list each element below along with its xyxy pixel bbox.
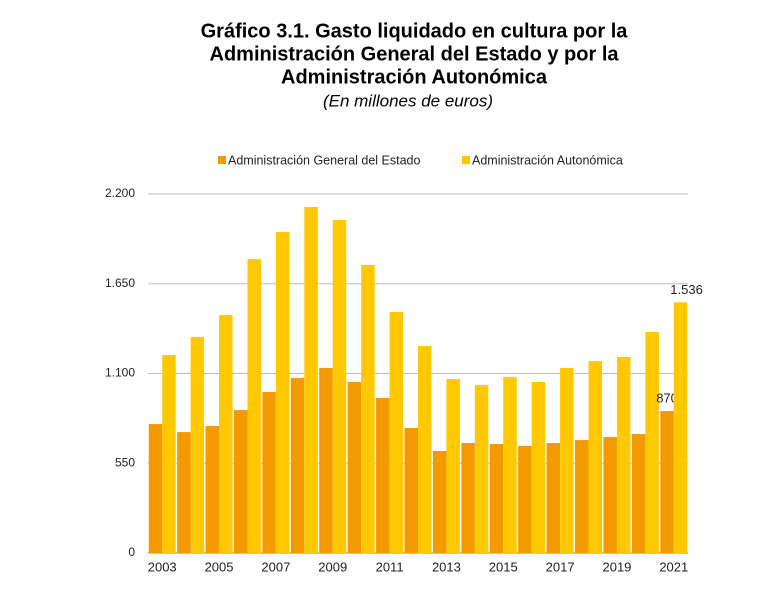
x-tick-label: 2003: [148, 559, 177, 574]
y-tick-label: 2.200: [105, 186, 135, 200]
bar: [588, 361, 603, 553]
bar: [474, 385, 489, 553]
bar: [389, 311, 404, 553]
x-tick-label: 2011: [376, 559, 404, 574]
bar: [660, 411, 674, 553]
x-tick-label: 2005: [205, 559, 234, 574]
bar: [262, 391, 276, 553]
bar: [546, 443, 561, 553]
bar: [518, 445, 532, 553]
bar: [560, 367, 574, 553]
bar: [616, 357, 631, 553]
bar: [376, 397, 390, 553]
bar: [233, 410, 248, 553]
bar: [503, 377, 517, 553]
x-tick-label: 2007: [261, 559, 290, 574]
bar: [418, 346, 432, 553]
chart-subtitle: (En millones de euros): [323, 91, 493, 110]
bar: [162, 355, 176, 553]
bar: [446, 379, 460, 553]
bar: [461, 443, 475, 553]
y-tick-label: 0: [128, 545, 135, 559]
bar: [347, 381, 362, 553]
bar: [489, 443, 504, 553]
bar: [432, 451, 447, 553]
x-tick-label: 2017: [546, 559, 575, 574]
bar: [177, 432, 191, 553]
bar: [205, 426, 220, 553]
x-tick-label: 2009: [318, 559, 347, 574]
bar: [404, 428, 418, 553]
chart-title: Administración General del Estado y por …: [210, 43, 620, 65]
x-tick-label: 2019: [602, 559, 631, 574]
x-tick-label: 2013: [432, 559, 461, 574]
bar: [332, 220, 347, 554]
legend-swatch: [462, 156, 470, 164]
bar: [603, 436, 617, 553]
bar: [247, 259, 261, 553]
bar: [575, 440, 589, 553]
legend-swatch: [218, 156, 226, 164]
bar: [361, 264, 375, 553]
bar: [673, 302, 688, 553]
data-label: 1.536: [670, 282, 703, 297]
bar: [275, 232, 290, 553]
bar: [148, 424, 163, 553]
y-tick-label: 1.100: [105, 366, 135, 380]
chart-title: Gráfico 3.1. Gasto liquidado en cultura …: [201, 20, 629, 42]
data-label: 870: [656, 390, 678, 405]
bar: [631, 434, 646, 553]
legend-label: Administración Autonómica: [472, 153, 623, 167]
bar: [304, 207, 318, 553]
bar: [645, 332, 659, 553]
x-tick-label: 2015: [489, 559, 518, 574]
bar: [190, 336, 205, 553]
y-tick-label: 1.650: [105, 276, 135, 290]
bar: [219, 315, 233, 553]
bar: [531, 381, 546, 553]
legend-label: Administración General del Estado: [228, 153, 421, 167]
x-tick-label: 2021: [659, 559, 688, 574]
bar: [290, 378, 305, 553]
chart-title: Administración Autonómica: [281, 66, 548, 88]
bar: [319, 367, 333, 553]
y-tick-label: 550: [115, 455, 135, 469]
